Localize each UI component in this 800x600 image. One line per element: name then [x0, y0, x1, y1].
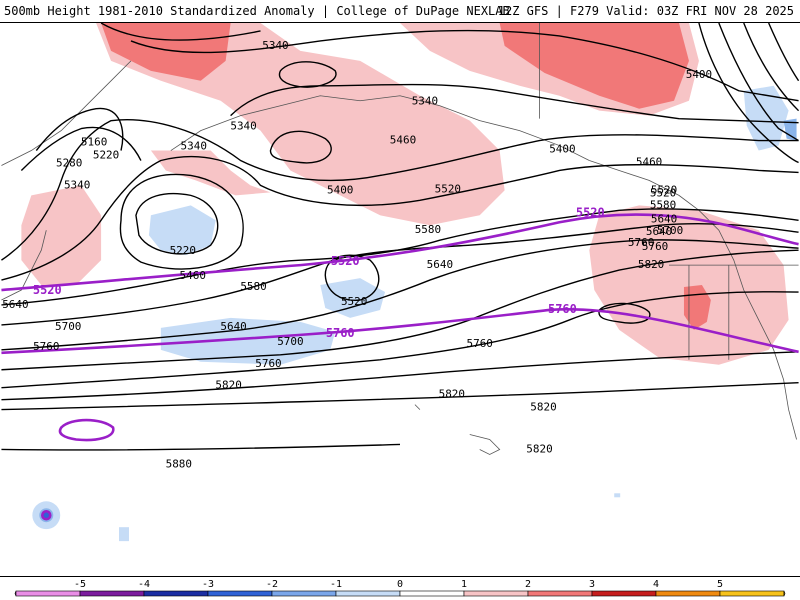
contour-label: 5460 [390, 134, 416, 147]
contour-labels: 5340 5340 5340 5160 5220 5280 5340 5340 … [2, 39, 712, 470]
colorbar-segment [143, 590, 209, 597]
contour-label: 5700 [277, 335, 303, 348]
contour-label: 5280 [56, 156, 82, 169]
colorbar-segment [463, 590, 529, 597]
contour-label: 5220 [170, 244, 196, 257]
contour-label: 5820 [215, 379, 241, 392]
negative-anomaly-region [160, 317, 336, 365]
anomaly-colorbar: -5 -4 -3 -2 -1 0 1 2 3 4 5 [14, 579, 786, 597]
contour-label: 5460 [636, 155, 662, 168]
colorbar-segment [655, 590, 721, 597]
colorbar-segment [591, 590, 657, 597]
contour-label: 5340 [230, 120, 256, 133]
coastlines [1, 23, 799, 455]
anomaly-shading [21, 23, 797, 542]
contour-label: 5460 [180, 269, 206, 282]
colorbar-segment [79, 590, 145, 597]
contour-label: 5760 [548, 302, 577, 316]
contour-label: 5340 [412, 95, 438, 108]
contour-label: 5640 [2, 298, 28, 311]
highlight-contours [1, 213, 799, 521]
contour-label: 5160 [81, 136, 107, 149]
contour-label: 5640 [646, 225, 672, 238]
positive-anomaly-region [683, 285, 711, 330]
contour-label: 5520 [576, 205, 605, 219]
map-header: 500mb Height 1981-2010 Standardized Anom… [0, 0, 800, 22]
colorbar-segment [527, 590, 593, 597]
contour-label: 5400 [549, 143, 575, 156]
contour-label: 5580 [650, 198, 676, 211]
contour-label: 5760 [467, 337, 493, 350]
contour-label: 5700 [657, 224, 683, 237]
contour-label: 5640 [651, 212, 677, 225]
contour-label: 5580 [240, 280, 266, 293]
contour-label: 5820 [638, 258, 664, 271]
contour-label: 5520 [331, 254, 360, 268]
contour-label: 5400 [327, 183, 353, 196]
contour-label: 5520 [651, 183, 677, 196]
contour-label: 5580 [415, 223, 441, 236]
contour-label: 5640 [220, 320, 246, 333]
colorbar-segments [14, 590, 786, 597]
contour-label: 5820 [530, 401, 556, 414]
negative-anomaly-region [320, 278, 386, 318]
colorbar-end-right [783, 590, 786, 597]
contour-label: 5700 [55, 320, 81, 333]
colorbar-segment [271, 590, 337, 597]
colorbar-tick-label: -1 [330, 579, 342, 590]
colorbar-tick-label: 0 [397, 579, 403, 590]
colorbar-tick-label: 1 [461, 579, 467, 590]
negative-anomaly-region [148, 205, 216, 256]
height-contours [1, 23, 800, 451]
colorbar-tick-label: -5 [74, 579, 86, 590]
contour-label: 5760 [642, 240, 668, 253]
contour-label: 5340 [262, 39, 288, 52]
run-valid-label: 12Z GFS | F279 Valid: 03Z FRI NOV 28 202… [497, 4, 794, 18]
colorbar-segment [335, 590, 401, 597]
colorbar-tick-label: -2 [266, 579, 278, 590]
contour-label: 5340 [64, 178, 90, 191]
colorbar-tick-label: 5 [717, 579, 723, 590]
colorbar-segment [207, 590, 273, 597]
contour-label: 5520 [435, 182, 461, 195]
highlight-contour-labels: 5520 5520 5520 5760 5760 [33, 205, 605, 340]
contour-label: 5400 [686, 68, 712, 81]
contour-label: 5640 [427, 258, 453, 271]
colorbar-tick-label: 3 [589, 579, 595, 590]
colorbar-segment [719, 590, 785, 597]
colorbar-segment [399, 590, 465, 597]
map-title: 500mb Height 1981-2010 Standardized Anom… [4, 4, 510, 18]
contour-label: 5760 [255, 357, 281, 370]
contour-label: 5520 [341, 295, 367, 308]
negative-anomaly-region [743, 85, 789, 151]
colorbar-tick-labels: -5 -4 -3 -2 -1 0 1 2 3 4 5 [74, 579, 723, 590]
contour-label: 5760 [326, 326, 355, 340]
contour-label: 5220 [93, 149, 119, 162]
positive-anomaly-region [101, 23, 231, 81]
colorbar-tick-label: -3 [202, 579, 214, 590]
negative-anomaly-region [119, 527, 129, 542]
positive-anomaly-region [150, 150, 271, 196]
contour-label: 5820 [526, 442, 552, 455]
contour-label: 5340 [181, 140, 207, 153]
colorbar-tick-label: 4 [653, 579, 659, 590]
contour-label: 5520 [650, 186, 676, 199]
contour-label: 5880 [166, 457, 192, 470]
weather-map: 5340 5340 5340 5160 5220 5280 5340 5340 … [0, 22, 800, 577]
contour-label: 5520 [33, 283, 62, 297]
negative-anomaly-region [43, 512, 50, 519]
colorbar-tick-label: 2 [525, 579, 531, 590]
positive-anomaly-region [499, 23, 689, 109]
contour-label: 5820 [439, 388, 465, 401]
colorbar-segment [15, 590, 81, 597]
colorbar-tick-label: -4 [138, 579, 150, 590]
contour-label: 5760 [628, 236, 654, 249]
negative-anomaly-region [783, 118, 797, 141]
negative-anomaly-region [614, 493, 621, 498]
positive-anomaly-region [21, 185, 102, 286]
contour-label: 5760 [33, 340, 59, 353]
